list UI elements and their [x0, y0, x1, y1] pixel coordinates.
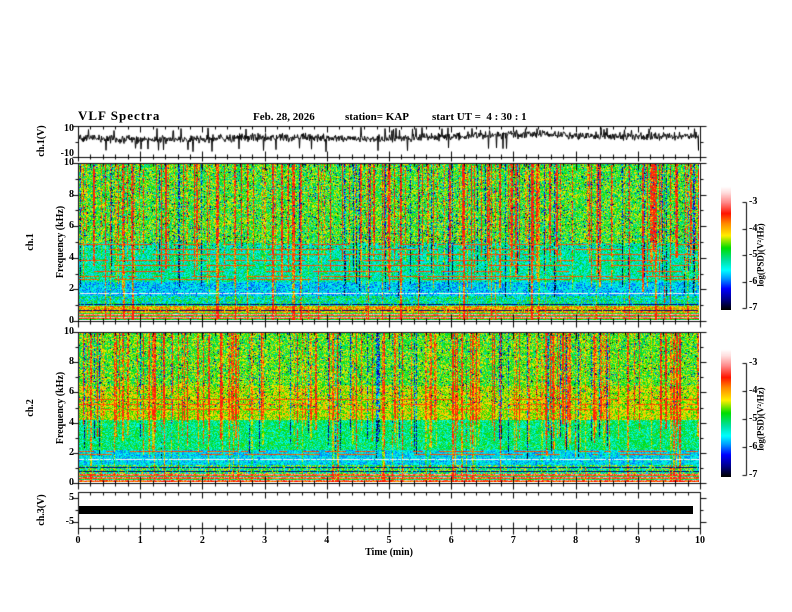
- ch1-spectrogram-ytick: 10: [64, 157, 74, 168]
- ch3-waveform-ytick: 5: [69, 492, 74, 503]
- x-tick-label: 2: [199, 535, 205, 546]
- colorbar-ch1-tick: -4: [749, 223, 758, 234]
- ch3-waveform-ytick: -5: [65, 516, 74, 527]
- x-tick-label: 6: [448, 535, 454, 546]
- x-tick-label: 7: [510, 535, 516, 546]
- ch1-spectrogram-ylabel-line1: ch.1: [25, 233, 36, 251]
- x-tick-label: 0: [75, 535, 81, 546]
- date-label: Feb. 28, 2026: [253, 111, 315, 123]
- ch2-spectrogram-ytick: 10: [64, 326, 74, 337]
- ch2-spectrogram-ylabel-line1: ch.2: [25, 399, 36, 417]
- ch3-waveform-ylabel: ch.3(V): [36, 494, 47, 526]
- ch1-spectrogram-ytick: 8: [69, 189, 74, 200]
- colorbar-ch1-tick: -3: [749, 196, 758, 207]
- ch1-waveform-ytick: 10: [64, 123, 74, 134]
- ch1-spectrogram-ytick: 0: [69, 315, 74, 326]
- ch2-spectrogram-ytick: 4: [69, 417, 74, 428]
- colorbar-ch1-tick: -5: [749, 249, 758, 260]
- colorbar-ch2-tick: -6: [749, 441, 758, 452]
- ch2-spectrogram-ytick: 2: [69, 447, 74, 458]
- colorbar-ch1-tick: -6: [749, 276, 758, 287]
- x-tick-label: 3: [262, 535, 268, 546]
- colorbar-ch1-label: log(PSD)(V²/Hz): [755, 223, 766, 287]
- ch1-spectrogram-ylabel: ch.1 Frequency (kHz): [6, 206, 86, 278]
- colorbar-ch2-tick: -3: [749, 357, 758, 368]
- ch1-spectrogram-canvas: [79, 164, 699, 320]
- ch1-spectrogram-ytick: 2: [69, 283, 74, 294]
- ch1-spectrogram-ylabel-line2: Frequency (kHz): [55, 205, 66, 279]
- x-tick-label: 5: [386, 535, 392, 546]
- station-label: station= KAP: [345, 111, 410, 123]
- ch2-spectrogram-ylabel-line2: Frequency (kHz): [55, 371, 66, 445]
- colorbar-ch2-canvas: [721, 349, 731, 477]
- colorbar-ch2-tick: -4: [749, 385, 758, 396]
- ch2-spectrogram-ylabel: ch.2 Frequency (kHz): [6, 372, 86, 444]
- colorbar-ch2-label: log(PSD)(V²/Hz): [755, 387, 766, 451]
- x-tick-label: 1: [137, 535, 143, 546]
- x-tick-label: 8: [573, 535, 579, 546]
- x-tick-label: 9: [635, 535, 641, 546]
- colorbar-ch1-canvas: [721, 186, 731, 310]
- ch2-spectrogram-canvas: [79, 333, 699, 482]
- ch1-waveform-ylabel: ch.1(V): [36, 125, 47, 157]
- figure-title: VLF Spectra: [78, 108, 161, 123]
- ch2-spectrogram-ytick: 8: [69, 356, 74, 367]
- ch3-saturated-signal-bar: [79, 506, 693, 514]
- x-tick-label: 4: [324, 535, 330, 546]
- colorbar-ch2-tick: -7: [749, 469, 758, 480]
- ch2-spectrogram-ytick: 6: [69, 386, 74, 397]
- x-axis-label: Time (min): [365, 547, 413, 558]
- start-ut-label: start UT = 4 : 30 : 1: [432, 111, 527, 123]
- x-tick-label: 10: [695, 535, 705, 546]
- ch1-spectrogram-ytick: 4: [69, 252, 74, 263]
- ch1-spectrogram-ytick: 6: [69, 220, 74, 231]
- ch2-spectrogram-ytick: 0: [69, 477, 74, 488]
- colorbar-ch2-tick: -5: [749, 413, 758, 424]
- ch1-waveform-canvas: [79, 127, 699, 156]
- colorbar-ch1-tick: -7: [749, 302, 758, 313]
